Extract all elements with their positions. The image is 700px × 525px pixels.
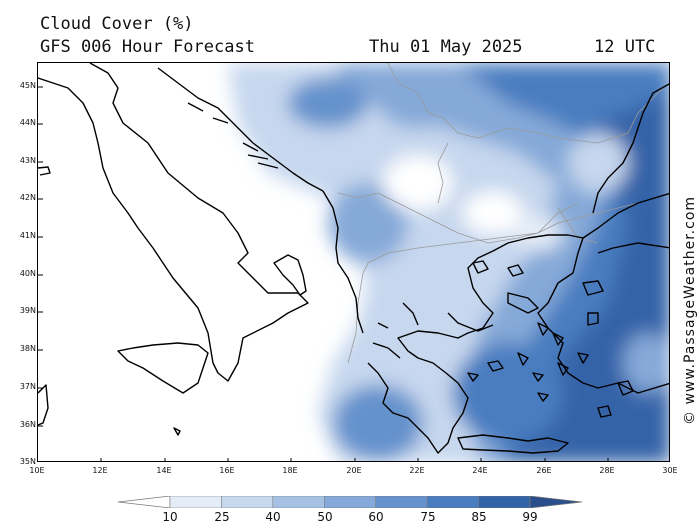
lat-label-44n: 44N [19, 118, 36, 127]
colorbar-label: 25 [214, 510, 230, 524]
colorbar-segment [478, 496, 531, 508]
lon-label-14e: 14E [156, 466, 172, 475]
lat-label-45n: 45N [19, 81, 36, 90]
lon-label-22e: 22E [409, 466, 425, 475]
lon-label-28e: 28E [599, 466, 615, 475]
colorbar-segment [169, 496, 222, 508]
lat-label-38n: 38N [19, 344, 36, 353]
colorbar-segment [426, 496, 479, 508]
cloud-cover-map [38, 63, 669, 461]
lon-label-16e: 16E [219, 466, 235, 475]
colorbar-label: 85 [471, 510, 487, 524]
forecast-date: Thu 01 May 2025 [369, 37, 523, 57]
colorbar-label: 60 [368, 510, 384, 524]
colorbar-segment [221, 496, 274, 508]
lat-label-42n: 42N [19, 193, 36, 202]
coastlines [38, 63, 669, 454]
lat-label-36n: 36N [19, 420, 36, 429]
forecast-model-label: GFS 006 Hour Forecast [40, 37, 255, 57]
colorbar-label: 50 [317, 510, 333, 524]
lon-label-12e: 12E [92, 466, 108, 475]
lon-label-18e: 18E [282, 466, 298, 475]
colorbar-label: 99 [522, 510, 538, 524]
colorbar-cap-low [118, 496, 171, 508]
lon-label-20e: 20E [346, 466, 362, 475]
chart-title: Cloud Cover (%) [40, 14, 194, 34]
colorbar-legend [118, 496, 582, 508]
colorbar-segment [324, 496, 376, 508]
lat-label-37n: 37N [19, 382, 36, 391]
country-borders [337, 63, 664, 364]
colorbar-segment [272, 496, 325, 508]
colorbar-cap-high [529, 496, 582, 508]
colorbar-label: 40 [265, 510, 281, 524]
lat-label-39n: 39N [19, 306, 36, 315]
lat-label-40n: 40N [19, 269, 36, 278]
colorbar-segment [375, 496, 428, 508]
colorbar-label: 75 [420, 510, 436, 524]
lat-label-41n: 41N [19, 231, 36, 240]
copyright-credit: © www.PassageWeather.com [682, 195, 698, 425]
cloud-cover-field [228, 63, 669, 461]
lon-label-26e: 26E [536, 466, 552, 475]
lat-label-35n: 35N [19, 457, 36, 466]
lon-label-24e: 24E [472, 466, 488, 475]
forecast-time: 12 UTC [594, 37, 656, 57]
map-ticks [38, 86, 609, 461]
colorbar-label: 10 [162, 510, 178, 524]
lon-label-30e: 30E [662, 466, 678, 475]
lat-label-43n: 43N [19, 156, 36, 165]
lon-label-10e: 10E [29, 466, 45, 475]
map-panel [37, 62, 670, 462]
